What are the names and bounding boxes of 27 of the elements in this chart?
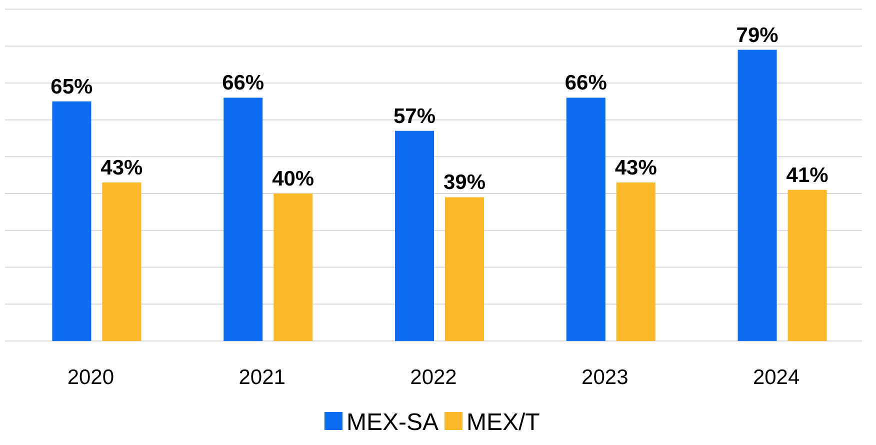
x-tick-label: 2022 (410, 366, 457, 389)
bar (616, 182, 656, 341)
data-label: 41% (786, 164, 829, 187)
x-tick-label: 2021 (238, 366, 286, 389)
data-label: 43% (100, 156, 144, 180)
x-tick-label: 2024 (752, 366, 800, 389)
legend-label: MEX/T (466, 409, 540, 436)
data-label: 39% (443, 171, 486, 194)
x-tick-label: 2023 (582, 366, 628, 389)
bar (102, 182, 142, 341)
data-label: 43% (614, 156, 658, 180)
data-label: 57% (393, 104, 436, 128)
bar (788, 190, 827, 341)
bar (738, 50, 777, 341)
bar (445, 197, 484, 341)
bar (566, 98, 606, 341)
x-tick-label: 2020 (67, 366, 114, 389)
data-label: 40% (272, 168, 314, 191)
bar (224, 98, 263, 341)
bar (395, 130, 434, 341)
data-label: 79% (736, 24, 779, 47)
bar (52, 101, 92, 341)
legend-label: MEX-SA (346, 409, 439, 436)
bar (274, 194, 313, 341)
data-label: 66% (222, 72, 264, 95)
data-label: 66% (564, 72, 608, 95)
data-label: 65% (50, 75, 94, 98)
